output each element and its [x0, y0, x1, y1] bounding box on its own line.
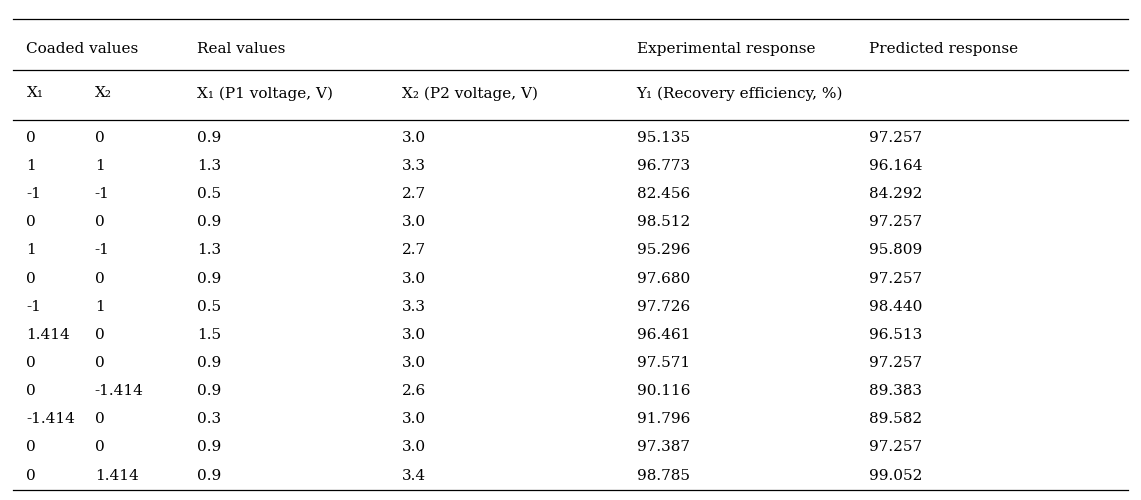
Text: 0.9: 0.9	[197, 131, 221, 145]
Text: 0: 0	[26, 384, 37, 398]
Text: 3.0: 3.0	[402, 215, 427, 229]
Text: 97.257: 97.257	[868, 356, 922, 370]
Text: 97.387: 97.387	[637, 440, 689, 454]
Text: 3.0: 3.0	[402, 356, 427, 370]
Text: Real values: Real values	[197, 42, 285, 56]
Text: 1.414: 1.414	[95, 468, 138, 482]
Text: X₁ (P1 voltage, V): X₁ (P1 voltage, V)	[197, 86, 333, 101]
Text: 0: 0	[95, 131, 105, 145]
Text: 3.3: 3.3	[402, 159, 426, 173]
Text: 98.785: 98.785	[637, 468, 689, 482]
Text: 1.3: 1.3	[197, 159, 221, 173]
Text: 3.0: 3.0	[402, 440, 427, 454]
Text: 1.3: 1.3	[197, 244, 221, 258]
Text: Experimental response: Experimental response	[637, 42, 815, 56]
Text: 97.680: 97.680	[637, 272, 690, 285]
Text: 0: 0	[95, 412, 105, 426]
Text: 97.726: 97.726	[637, 300, 690, 314]
Text: 96.164: 96.164	[868, 159, 922, 173]
Text: 1.5: 1.5	[197, 328, 221, 342]
Text: 0.5: 0.5	[197, 300, 221, 314]
Text: 0: 0	[26, 215, 37, 229]
Text: 95.135: 95.135	[637, 131, 689, 145]
Text: 97.571: 97.571	[637, 356, 689, 370]
Text: 91.796: 91.796	[637, 412, 690, 426]
Text: 2.6: 2.6	[402, 384, 427, 398]
Text: -1.414: -1.414	[26, 412, 75, 426]
Text: 95.296: 95.296	[637, 244, 690, 258]
Text: 0: 0	[26, 131, 37, 145]
Text: X₂: X₂	[95, 86, 112, 101]
Text: 3.4: 3.4	[402, 468, 427, 482]
Text: 90.116: 90.116	[637, 384, 690, 398]
Text: 3.3: 3.3	[402, 300, 426, 314]
Text: 97.257: 97.257	[868, 440, 922, 454]
Text: Predicted response: Predicted response	[868, 42, 1018, 56]
Text: 0.5: 0.5	[197, 187, 221, 201]
Text: 0.9: 0.9	[197, 272, 221, 285]
Text: -1.414: -1.414	[95, 384, 144, 398]
Text: 0: 0	[26, 356, 37, 370]
Text: 97.257: 97.257	[868, 131, 922, 145]
Text: 1: 1	[95, 159, 105, 173]
Text: 3.0: 3.0	[402, 272, 427, 285]
Text: 1: 1	[26, 244, 37, 258]
Text: 0.9: 0.9	[197, 384, 221, 398]
Text: 3.0: 3.0	[402, 131, 427, 145]
Text: 97.257: 97.257	[868, 215, 922, 229]
Text: 0: 0	[26, 272, 37, 285]
Text: 3.0: 3.0	[402, 412, 427, 426]
Text: 96.773: 96.773	[637, 159, 689, 173]
Text: 3.0: 3.0	[402, 328, 427, 342]
Text: 1.414: 1.414	[26, 328, 71, 342]
Text: Y₁ (Recovery efficiency, %): Y₁ (Recovery efficiency, %)	[637, 86, 843, 101]
Text: 0: 0	[95, 272, 105, 285]
Text: 84.292: 84.292	[868, 187, 922, 201]
Text: Coaded values: Coaded values	[26, 42, 139, 56]
Text: 0.3: 0.3	[197, 412, 221, 426]
Text: 0: 0	[26, 440, 37, 454]
Text: -1: -1	[26, 300, 41, 314]
Text: 0: 0	[95, 356, 105, 370]
Text: 2.7: 2.7	[402, 187, 427, 201]
Text: 0.9: 0.9	[197, 468, 221, 482]
Text: X₂ (P2 voltage, V): X₂ (P2 voltage, V)	[402, 86, 539, 101]
Text: -1: -1	[95, 244, 110, 258]
Text: 1: 1	[26, 159, 37, 173]
Text: 98.512: 98.512	[637, 215, 690, 229]
Text: 0: 0	[26, 468, 37, 482]
Text: -1: -1	[26, 187, 41, 201]
Text: 96.461: 96.461	[637, 328, 690, 342]
Text: 89.383: 89.383	[868, 384, 922, 398]
Text: 0.9: 0.9	[197, 440, 221, 454]
Text: 0.9: 0.9	[197, 356, 221, 370]
Text: 82.456: 82.456	[637, 187, 690, 201]
Text: 0.9: 0.9	[197, 215, 221, 229]
Text: 89.582: 89.582	[868, 412, 922, 426]
Text: 95.809: 95.809	[868, 244, 922, 258]
Text: 99.052: 99.052	[868, 468, 922, 482]
Text: 98.440: 98.440	[868, 300, 922, 314]
Text: -1: -1	[95, 187, 110, 201]
Text: 0: 0	[95, 215, 105, 229]
Text: 97.257: 97.257	[868, 272, 922, 285]
Text: 96.513: 96.513	[868, 328, 922, 342]
Text: 0: 0	[95, 328, 105, 342]
Text: 1: 1	[95, 300, 105, 314]
Text: 0: 0	[95, 440, 105, 454]
Text: X₁: X₁	[26, 86, 43, 101]
Text: 2.7: 2.7	[402, 244, 427, 258]
